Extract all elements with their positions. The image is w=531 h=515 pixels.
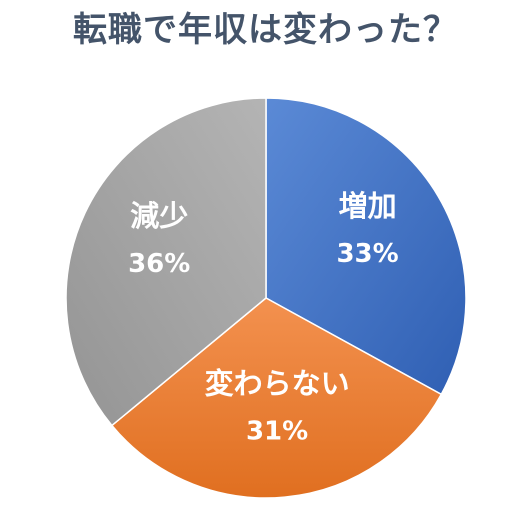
slice-label-2: 減少 bbox=[130, 199, 188, 233]
slice-label-1: 変わらない bbox=[205, 367, 350, 401]
slice-percent-0: 33% bbox=[336, 239, 398, 269]
pie-slice-2 bbox=[65, 97, 267, 427]
slice-percent-1: 31% bbox=[246, 417, 308, 447]
pie-slice-1 bbox=[110, 297, 443, 499]
pie-slice-0 bbox=[265, 97, 467, 396]
slice-label-0: 増加 bbox=[339, 189, 397, 223]
slice-percent-2: 36% bbox=[128, 249, 190, 279]
chart-title: 転職で年収は変わった？ bbox=[73, 10, 458, 50]
